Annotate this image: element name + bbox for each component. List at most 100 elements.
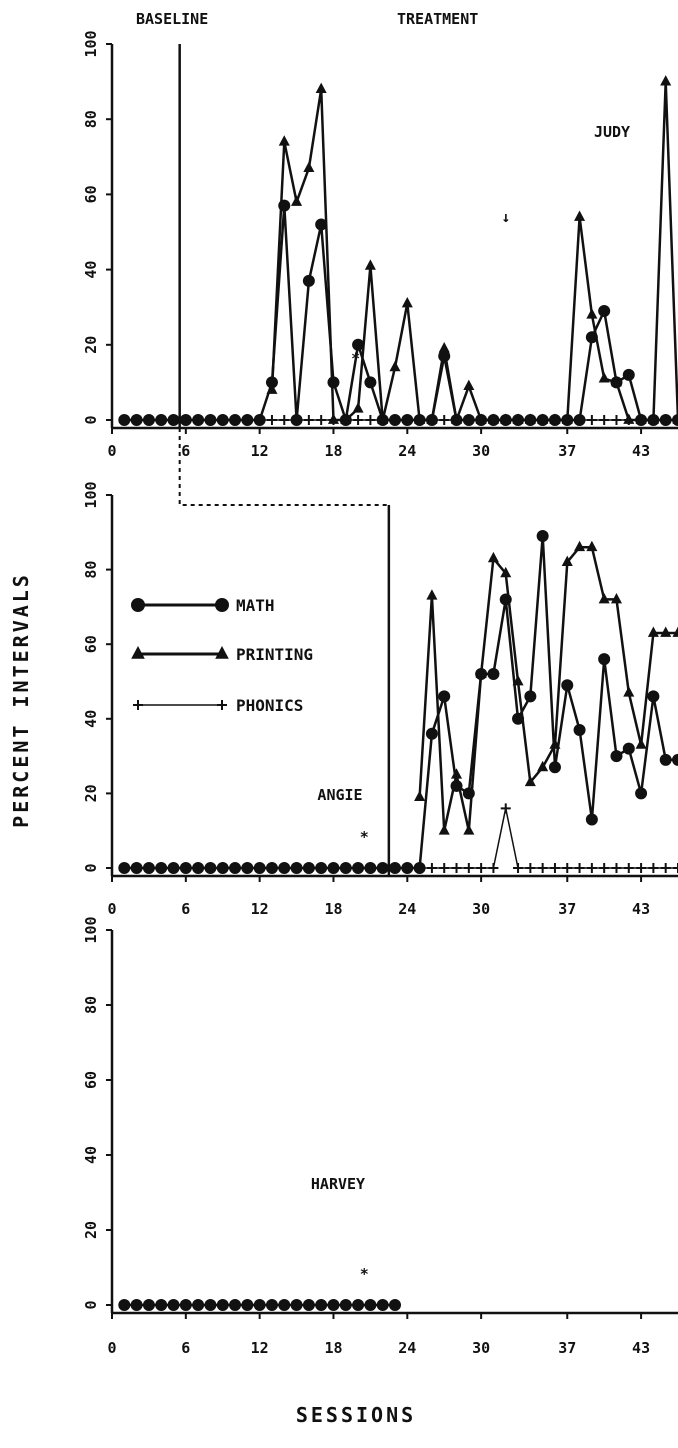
point-math-judy (179, 414, 192, 426)
point-printing-angie (450, 768, 463, 779)
point-math-harvey (290, 1299, 303, 1311)
point-printing-angie (438, 824, 450, 835)
legend-marker-start-math (131, 598, 145, 612)
point-math-angie (598, 653, 611, 666)
point-printing-angie (487, 551, 499, 563)
point-phonics-judy (279, 415, 290, 425)
point-math-angie (352, 862, 365, 874)
point-printing-angie (586, 540, 598, 552)
point-math-judy (598, 304, 611, 317)
point-math-judy (352, 338, 365, 351)
subject-label-harvey: HARVEY (311, 1175, 365, 1193)
point-math-angie (167, 862, 180, 874)
point-math-judy (327, 376, 340, 389)
point-math-angie (659, 753, 672, 766)
point-phonics-angie (673, 863, 678, 873)
point-math-harvey (265, 1299, 278, 1311)
point-math-harvey (352, 1299, 365, 1311)
point-math-harvey (327, 1299, 340, 1311)
point-math-angie (204, 862, 217, 874)
point-math-harvey (179, 1299, 192, 1311)
point-math-angie (278, 862, 291, 874)
point-phonics-judy (390, 415, 400, 425)
point-phonics-judy (537, 415, 548, 425)
x-tick-label-judy: 24 (398, 442, 416, 460)
point-printing-angie (610, 592, 623, 604)
subject-label-judy: JUDY (594, 123, 630, 141)
point-math-judy (118, 414, 131, 426)
series-line-phonics-angie (382, 807, 678, 869)
point-printing-judy (315, 82, 327, 94)
y-tick-label-harvey: 100 (82, 916, 100, 943)
y-tick-label-judy: 40 (82, 261, 100, 279)
point-printing-angie (672, 626, 678, 637)
point-phonics-angie (402, 863, 413, 873)
x-tick-label-judy: 6 (181, 442, 190, 460)
point-phonics-judy (230, 415, 241, 425)
point-phonics-judy (266, 415, 277, 425)
point-math-harvey (376, 1299, 389, 1311)
point-math-angie (635, 787, 648, 800)
point-printing-judy (463, 379, 475, 391)
point-printing-judy (672, 413, 678, 424)
point-math-angie (265, 862, 278, 874)
point-printing-judy (660, 75, 672, 86)
point-phonics-judy (476, 415, 487, 425)
point-math-harvey (130, 1299, 143, 1311)
point-printing-judy (266, 383, 278, 394)
point-math-angie (302, 862, 315, 874)
point-math-judy (167, 414, 180, 426)
asterisk-angie: * (360, 828, 369, 846)
y-tick-label-harvey: 0 (82, 1300, 100, 1309)
point-printing-angie (561, 555, 573, 567)
point-printing-angie (623, 686, 635, 697)
point-math-angie (622, 742, 635, 755)
y-tick-label-angie: 40 (82, 710, 100, 728)
point-math-angie (216, 862, 229, 874)
point-phonics-judy (254, 415, 265, 425)
point-printing-angie (512, 675, 524, 686)
point-phonics-judy (660, 415, 671, 425)
point-phonics-judy (673, 415, 678, 425)
point-printing-judy (586, 308, 598, 319)
point-math-angie (241, 862, 254, 874)
x-tick-label-harvey: 24 (398, 1339, 416, 1357)
point-phonics-angie (537, 863, 548, 873)
point-math-angie (487, 668, 500, 681)
legend-marker-start-printing (131, 646, 145, 659)
point-math-angie (339, 862, 352, 874)
point-phonics-judy (365, 415, 376, 425)
point-phonics-angie (648, 863, 659, 873)
y-tick-label-harvey: 20 (82, 1221, 100, 1239)
point-math-angie (647, 690, 660, 703)
point-phonics-angie (439, 863, 450, 873)
point-math-angie (364, 862, 377, 874)
point-phonics-judy (316, 415, 327, 425)
point-printing-judy (291, 195, 303, 206)
point-phonics-judy (328, 415, 339, 425)
point-math-angie (548, 761, 561, 774)
point-math-angie (315, 862, 328, 874)
point-phonics-angie (525, 863, 536, 873)
point-math-angie (130, 862, 143, 874)
point-phonics-angie (562, 863, 573, 873)
point-printing-angie (426, 589, 438, 600)
point-phonics-angie (488, 863, 499, 873)
point-math-angie (425, 727, 438, 740)
point-math-judy (302, 274, 315, 287)
legend-label-math: MATH (236, 596, 275, 615)
y-tick-label-angie: 60 (82, 635, 100, 653)
y-tick-label-judy: 60 (82, 185, 100, 203)
asterisk-judy: * (351, 350, 360, 368)
point-phonics-judy (340, 415, 351, 425)
point-phonics-angie (586, 863, 597, 873)
x-tick-label-judy: 43 (632, 442, 650, 460)
point-printing-angie (574, 540, 586, 552)
point-phonics-angie (377, 863, 388, 873)
x-tick-label-angie: 12 (251, 900, 269, 918)
point-math-angie (610, 750, 623, 763)
point-phonics-angie (623, 863, 634, 873)
x-tick-label-harvey: 0 (107, 1339, 116, 1357)
point-math-angie (253, 862, 266, 874)
